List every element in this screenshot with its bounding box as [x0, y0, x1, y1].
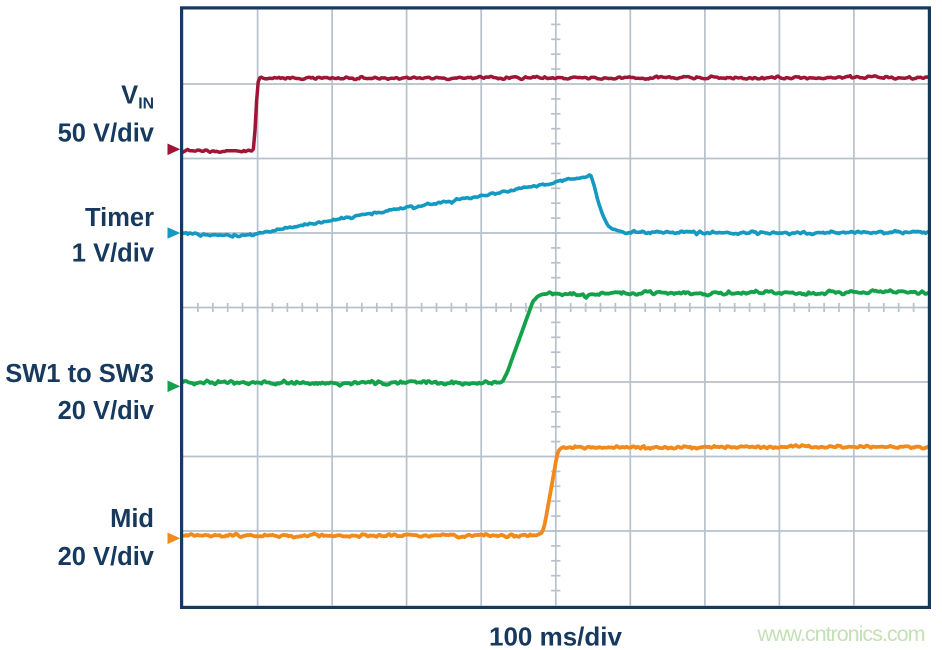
- svg-text:SW1 to SW3: SW1 to SW3: [5, 360, 154, 388]
- svg-text:www.cntronics.com: www.cntronics.com: [757, 622, 925, 646]
- svg-text:100 ms/div: 100 ms/div: [489, 622, 623, 650]
- svg-text:20 V/div: 20 V/div: [58, 543, 155, 571]
- svg-text:1 V/div: 1 V/div: [72, 239, 155, 267]
- svg-text:Mid: Mid: [110, 505, 154, 533]
- svg-text:50 V/div: 50 V/div: [58, 119, 155, 147]
- svg-text:20 V/div: 20 V/div: [58, 397, 155, 425]
- svg-text:Timer: Timer: [85, 204, 154, 232]
